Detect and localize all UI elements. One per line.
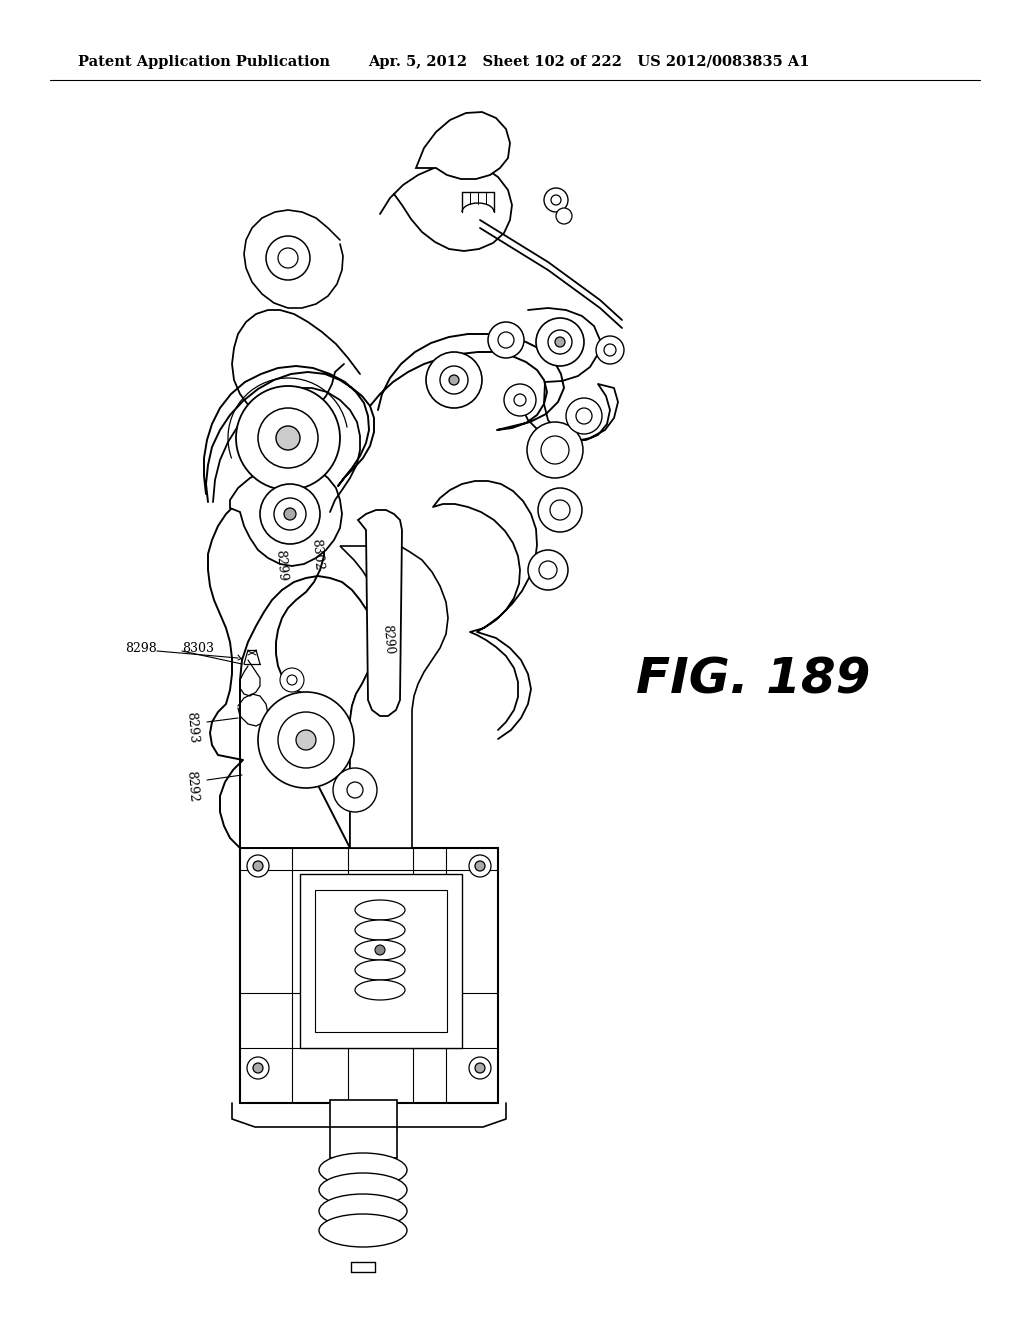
Polygon shape <box>358 510 402 715</box>
Circle shape <box>247 855 269 876</box>
Circle shape <box>544 187 568 213</box>
Circle shape <box>260 484 319 544</box>
Text: 8292: 8292 <box>184 770 200 803</box>
Text: Apr. 5, 2012   Sheet 102 of 222   US 2012/0083835 A1: Apr. 5, 2012 Sheet 102 of 222 US 2012/00… <box>368 55 810 69</box>
Circle shape <box>278 711 334 768</box>
Circle shape <box>604 345 616 356</box>
Circle shape <box>253 861 263 871</box>
Ellipse shape <box>319 1214 407 1247</box>
Circle shape <box>539 561 557 579</box>
Text: 8299: 8299 <box>273 549 289 581</box>
Text: Patent Application Publication: Patent Application Publication <box>78 55 330 69</box>
Text: 8302: 8302 <box>309 539 325 572</box>
Circle shape <box>426 352 482 408</box>
Circle shape <box>258 408 318 469</box>
Circle shape <box>274 498 306 531</box>
Circle shape <box>278 248 298 268</box>
Circle shape <box>287 675 297 685</box>
Circle shape <box>488 322 524 358</box>
Ellipse shape <box>319 1173 407 1206</box>
Circle shape <box>284 508 296 520</box>
Circle shape <box>536 318 584 366</box>
Circle shape <box>514 393 526 407</box>
Ellipse shape <box>355 979 406 1001</box>
Polygon shape <box>330 1100 397 1158</box>
Ellipse shape <box>319 1152 407 1187</box>
Circle shape <box>296 730 316 750</box>
Text: FIG. 189: FIG. 189 <box>636 656 870 704</box>
Circle shape <box>596 337 624 364</box>
Ellipse shape <box>355 920 406 940</box>
Circle shape <box>333 768 377 812</box>
Polygon shape <box>240 576 374 847</box>
Circle shape <box>258 692 354 788</box>
Circle shape <box>550 500 570 520</box>
Circle shape <box>276 426 300 450</box>
Circle shape <box>475 1063 485 1073</box>
Polygon shape <box>340 546 449 847</box>
Text: 8298: 8298 <box>125 642 157 655</box>
Circle shape <box>541 436 569 465</box>
Circle shape <box>280 668 304 692</box>
Circle shape <box>551 195 561 205</box>
Circle shape <box>375 945 385 954</box>
Circle shape <box>347 781 362 799</box>
Circle shape <box>236 385 340 490</box>
Polygon shape <box>416 112 510 180</box>
Polygon shape <box>300 874 462 1048</box>
Ellipse shape <box>355 900 406 920</box>
Circle shape <box>504 384 536 416</box>
Circle shape <box>449 375 459 385</box>
Circle shape <box>556 209 572 224</box>
Circle shape <box>538 488 582 532</box>
Circle shape <box>253 1063 263 1073</box>
Circle shape <box>575 408 592 424</box>
Polygon shape <box>230 465 342 566</box>
Ellipse shape <box>355 940 406 960</box>
Circle shape <box>566 399 602 434</box>
Polygon shape <box>315 890 447 1032</box>
Circle shape <box>527 422 583 478</box>
Text: 8293: 8293 <box>184 711 200 744</box>
Circle shape <box>548 330 572 354</box>
Circle shape <box>469 1057 490 1078</box>
Ellipse shape <box>355 960 406 979</box>
Ellipse shape <box>319 1195 407 1228</box>
Circle shape <box>469 855 490 876</box>
Text: 8290: 8290 <box>380 624 395 656</box>
Circle shape <box>247 1057 269 1078</box>
Polygon shape <box>240 847 498 1104</box>
Text: 8303: 8303 <box>182 642 214 655</box>
Circle shape <box>266 236 310 280</box>
Circle shape <box>475 861 485 871</box>
Circle shape <box>528 550 568 590</box>
Circle shape <box>498 333 514 348</box>
Circle shape <box>440 366 468 393</box>
Circle shape <box>555 337 565 347</box>
